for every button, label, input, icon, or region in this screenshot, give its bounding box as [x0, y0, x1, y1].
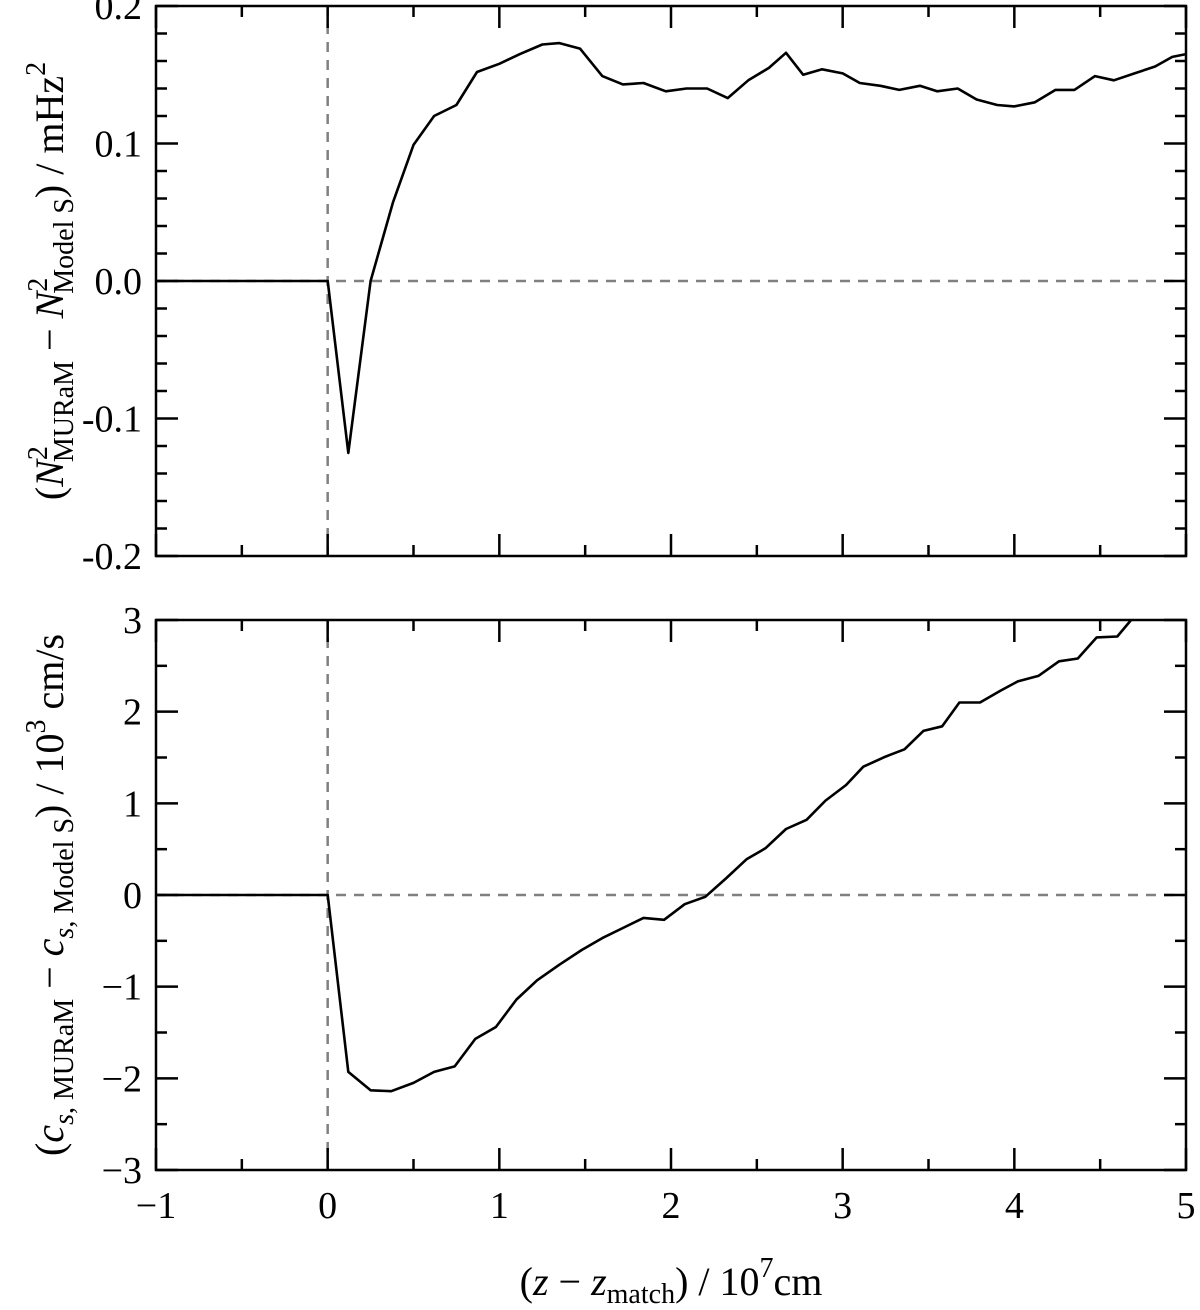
x-tick-label: 2 [662, 1185, 681, 1227]
bottom-series-line [156, 619, 1133, 1093]
x-tick-label: 1 [490, 1185, 509, 1227]
bottom-ticks [154, 618, 1188, 1172]
bottom-y-tick-labels: −3 −2 −1 0 1 2 3 [102, 600, 142, 1192]
y-tick-label: -0.1 [82, 399, 142, 441]
x-tick-label: 5 [1177, 1185, 1196, 1227]
y-tick-label: −3 [102, 1150, 142, 1192]
y-tick-label: 0.1 [95, 124, 143, 166]
bottom-y-axis-title: (cs, MURaM − cs, Model S) / 103 cm/s [21, 634, 80, 1156]
bottom-x-tick-labels: −1 0 1 2 3 4 5 [136, 1185, 1196, 1227]
top-series-line [156, 41, 1187, 455]
y-tick-label: 3 [123, 600, 142, 642]
top-panel: -0.2 -0.1 0.0 0.1 0.2 (N2MURaM − N2Model S) … [21, 0, 1188, 578]
bottom-panel: −3 −2 −1 0 1 2 3 −1 0 1 2 3 4 5 (cs, MURaM − cs, Mod… [21, 600, 1196, 1310]
top-y-tick-labels: -0.2 -0.1 0.0 0.1 0.2 [82, 0, 142, 578]
x-tick-label: 4 [1005, 1185, 1024, 1227]
x-tick-label: 3 [833, 1185, 852, 1227]
top-y-axis-title: (N2MURaM − N2Model S) / mHz2 [21, 62, 80, 500]
y-tick-label: 0 [123, 875, 142, 917]
x-tick-label: 0 [318, 1185, 337, 1227]
y-tick-label: 2 [123, 692, 142, 734]
y-tick-label: 1 [123, 783, 142, 825]
y-tick-label: -0.2 [82, 536, 142, 578]
y-tick-label: −2 [102, 1058, 142, 1100]
x-tick-label: −1 [136, 1185, 176, 1227]
y-tick-label: 0.2 [95, 0, 143, 28]
y-tick-label: −1 [102, 967, 142, 1009]
x-axis-title: (z − zmatch) / 107cm [520, 1253, 823, 1310]
top-ticks [154, 4, 1188, 558]
y-tick-label: 0.0 [95, 261, 143, 303]
